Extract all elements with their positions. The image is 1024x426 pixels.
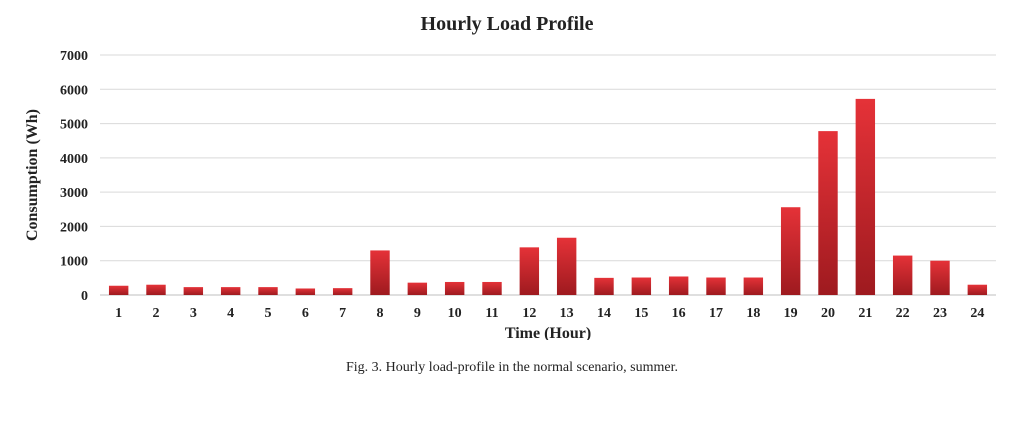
- bar-hour-8: [370, 250, 390, 295]
- x-tick-label: 5: [265, 306, 272, 321]
- bar-hour-2: [146, 284, 166, 295]
- bar-hour-13: [556, 237, 577, 295]
- bar-hour-15: [631, 277, 652, 295]
- bar-hour-10: [444, 281, 465, 295]
- x-tick-label: 8: [377, 306, 384, 321]
- bar-hour-9: [407, 282, 428, 295]
- bar-hour-6: [295, 288, 316, 295]
- y-tick-label: 0: [81, 289, 88, 304]
- bar-hour-12: [519, 247, 540, 295]
- bar-hour-16: [668, 276, 689, 295]
- x-tick-label: 11: [485, 306, 498, 321]
- x-tick-label: 21: [858, 306, 872, 321]
- x-tick-label: 2: [153, 306, 160, 321]
- x-tick-label: 10: [448, 306, 462, 321]
- bar-hour-11: [482, 281, 502, 295]
- bar-hour-17: [706, 277, 726, 295]
- y-tick-label: 1000: [60, 255, 88, 270]
- x-axis-ticks: 1 2 3 4 5 6 7 8 9 10 11 12 13 14 15 16 17 18 19 20 21 22 23 24: [115, 306, 984, 321]
- x-tick-label: 22: [896, 306, 910, 321]
- bar-hour-5: [258, 287, 278, 295]
- y-tick-label: 7000: [60, 49, 88, 64]
- gridlines: [100, 54, 996, 296]
- y-tick-label: 4000: [60, 152, 88, 167]
- x-tick-label: 12: [522, 306, 536, 321]
- bar-hour-7: [332, 288, 353, 295]
- x-tick-label: 23: [933, 306, 947, 321]
- x-tick-label: 14: [597, 306, 611, 321]
- chart-title: Hourly Load Profile: [421, 13, 594, 35]
- x-tick-label: 18: [746, 306, 760, 321]
- bar-hour-19: [780, 207, 801, 295]
- bar-hour-23: [930, 260, 950, 295]
- x-tick-label: 15: [634, 306, 648, 321]
- x-tick-label: 13: [560, 306, 574, 321]
- bar-hour-3: [183, 287, 204, 295]
- x-axis-label: Time (Hour): [505, 325, 591, 340]
- y-tick-label: 3000: [60, 186, 88, 201]
- y-axis-ticks: 0 1000 2000 3000 4000 5000 6000 7000: [60, 49, 88, 304]
- bar-hour-14: [594, 277, 614, 295]
- figure-caption: Fig. 3. Hourly load-profile in the norma…: [345, 360, 679, 375]
- bar-hour-22: [892, 255, 913, 295]
- bar-hour-20: [818, 131, 838, 295]
- bar-hour-18: [743, 277, 764, 295]
- bar-hour-4: [220, 287, 241, 295]
- x-tick-label: 7: [339, 306, 346, 321]
- x-tick-label: 9: [414, 306, 421, 321]
- bar-hour-21: [855, 98, 876, 295]
- x-tick-label: 1: [115, 306, 122, 321]
- x-tick-label: 19: [784, 306, 798, 321]
- x-tick-label: 17: [709, 306, 723, 321]
- bar-hour-1: [108, 285, 129, 295]
- bar-hour-24: [967, 284, 988, 295]
- x-tick-label: 20: [821, 306, 835, 321]
- bars: [108, 98, 988, 295]
- x-tick-label: 3: [190, 306, 197, 321]
- y-tick-label: 6000: [60, 83, 88, 98]
- chart: Hourly Load Profile 0 1000 2000 3000 4000 500…: [24, 13, 996, 340]
- x-tick-label: 4: [227, 306, 234, 321]
- y-tick-label: 2000: [60, 220, 88, 235]
- x-tick-label: 16: [672, 306, 686, 321]
- y-tick-label: 5000: [60, 118, 88, 133]
- y-axis-label: Consumption (Wh): [24, 109, 41, 241]
- x-tick-label: 24: [970, 306, 984, 321]
- x-tick-label: 6: [302, 306, 309, 321]
